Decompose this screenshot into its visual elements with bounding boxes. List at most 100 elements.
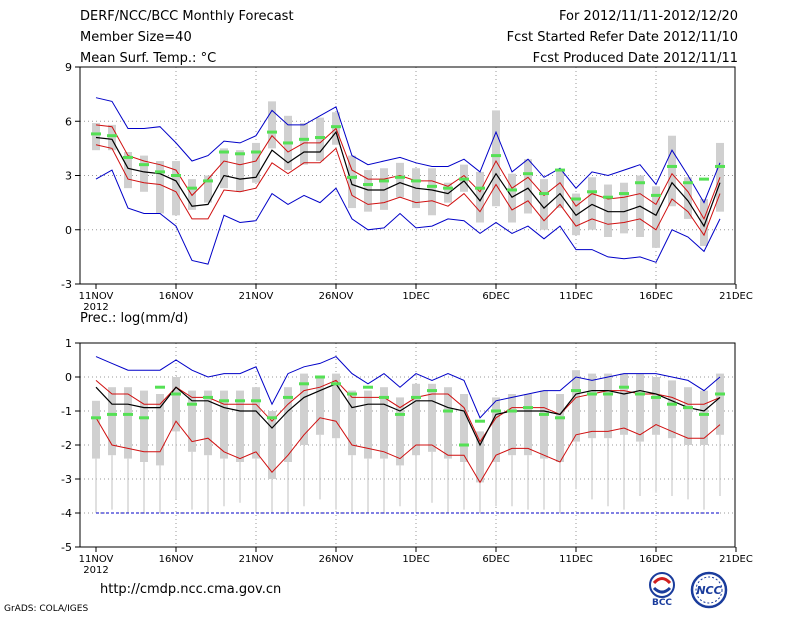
member-range-box [140, 155, 148, 192]
forecast-period: For 2012/11/11-2012/12/20 [559, 9, 738, 24]
member-range-box [556, 170, 564, 209]
member-range-box [540, 390, 548, 459]
member-range-box [300, 373, 308, 445]
y-tick-label: 1 [65, 337, 72, 350]
member-range-box [428, 168, 436, 216]
x-tick-label: 11NOV [79, 554, 114, 565]
member-range-box [268, 411, 276, 479]
member-range-box [540, 179, 548, 230]
member-range-box [588, 177, 596, 230]
y-tick-label: -4 [61, 507, 72, 520]
member-range-box [316, 377, 324, 435]
member-range-box [428, 383, 436, 452]
member-range-box [620, 182, 628, 234]
x-tick-label: 11NOV [79, 291, 114, 302]
y-tick-label: -5 [61, 541, 72, 554]
member-range-box [252, 387, 260, 459]
series-mean-line [95, 130, 721, 228]
chart-title: DERF/NCC/BCC Monthly Forecast [80, 9, 294, 24]
member-range-box [156, 161, 164, 214]
member-range-box [268, 101, 276, 149]
temperature-panel: -3 0 3 6 9 11NOV 16NOV 21NOV 26NOV 1DEC 6DEC 11DEC 1… [61, 61, 753, 313]
member-range-box [108, 387, 116, 456]
member-range-box [124, 151, 132, 189]
series-max-line [95, 356, 721, 419]
source-url[interactable]: http://cmdp.ncc.cma.gov.cn [100, 582, 282, 597]
member-range-box [476, 171, 484, 223]
variable-label: Mean Surf. Temp.: °C [80, 51, 217, 66]
y-tick-label: -3 [61, 473, 72, 486]
member-range-box [172, 161, 180, 216]
precipitation-panel: -5 -4 -3 -2 -1 0 1 11NOV 16NOV 21NOV 26NOV 1DEC 6DEC… [61, 337, 753, 576]
precip-panel-title: Prec.: log(mm/d) [80, 311, 189, 326]
y-tick-label: 3 [65, 170, 72, 183]
x-tick-label: 1DEC [402, 554, 429, 565]
member-range-box [316, 117, 324, 162]
x-tick-label: 26NOV [319, 554, 354, 565]
member-range-box [188, 390, 196, 452]
series-upper-line [95, 124, 721, 221]
y-tick-label: -2 [61, 439, 72, 452]
bcc-logo: BCC [649, 572, 675, 608]
member-range-box [236, 150, 244, 192]
forecast-produced-date: Fcst Produced Date 2012/11/11 [532, 51, 738, 66]
x-tick-label: 16NOV [159, 554, 194, 565]
member-range-box [700, 199, 708, 247]
member-range-box [620, 373, 628, 435]
x-tick-label: 21DEC [719, 291, 753, 302]
member-range-box [716, 373, 724, 435]
member-range-box [412, 383, 420, 456]
y-tick-label: 9 [65, 61, 72, 74]
member-range-box [524, 394, 532, 456]
member-size: Member Size=40 [80, 30, 192, 45]
member-range-box [380, 387, 388, 459]
member-range-box [348, 155, 356, 209]
member-range-box [332, 373, 340, 439]
member-range-box [92, 400, 100, 459]
series-upper-line [95, 379, 721, 443]
member-range-box [252, 142, 260, 183]
member-range-box [476, 431, 484, 483]
member-range-box [204, 390, 212, 456]
member-range-box [444, 182, 452, 203]
bcc-logo-text: BCC [652, 598, 672, 608]
x-year-label: 2012 [83, 302, 108, 313]
x-tick-label: 16DEC [639, 291, 673, 302]
member-range-box [604, 184, 612, 237]
member-range-box [668, 135, 676, 207]
member-range-box [556, 394, 564, 462]
x-tick-label: 1DEC [402, 291, 429, 302]
series-lower-line [95, 417, 721, 484]
member-range-box [572, 370, 580, 442]
x-tick-label: 16NOV [159, 291, 194, 302]
member-range-box [284, 387, 292, 462]
member-range-box [204, 175, 212, 203]
x-tick-label: 26NOV [319, 291, 354, 302]
x-tick-label: 16DEC [639, 554, 673, 565]
member-range-box [508, 173, 516, 223]
member-range-box [460, 394, 468, 462]
grads-credit: GrADS: COLA/IGES [4, 604, 89, 614]
member-range-box [348, 390, 356, 456]
member-range-box [108, 124, 116, 151]
member-range-box [636, 373, 644, 442]
ncc-logo: NCC [690, 571, 728, 609]
member-range-box [396, 162, 404, 198]
y-tick-label: -3 [61, 278, 72, 291]
member-range-box [380, 168, 388, 210]
series-min-line [95, 169, 721, 265]
member-range-box [492, 110, 500, 207]
x-tick-label: 11DEC [559, 291, 593, 302]
header-left: DERF/NCC/BCC Monthly Forecast Member Siz… [80, 9, 294, 72]
series-lower-line [95, 144, 721, 237]
member-range-box [220, 390, 228, 459]
member-range-box [140, 390, 148, 462]
member-range-box [604, 373, 612, 439]
member-range-box [588, 373, 596, 439]
y-tick-label: 6 [65, 115, 72, 128]
x-tick-label: 21NOV [239, 291, 274, 302]
x-tick-label: 21DEC [719, 554, 753, 565]
header-right: For 2012/11/11-2012/12/20 Fcst Started R… [507, 9, 738, 72]
member-range-box [172, 377, 180, 432]
y-tick-label: 0 [65, 371, 72, 384]
